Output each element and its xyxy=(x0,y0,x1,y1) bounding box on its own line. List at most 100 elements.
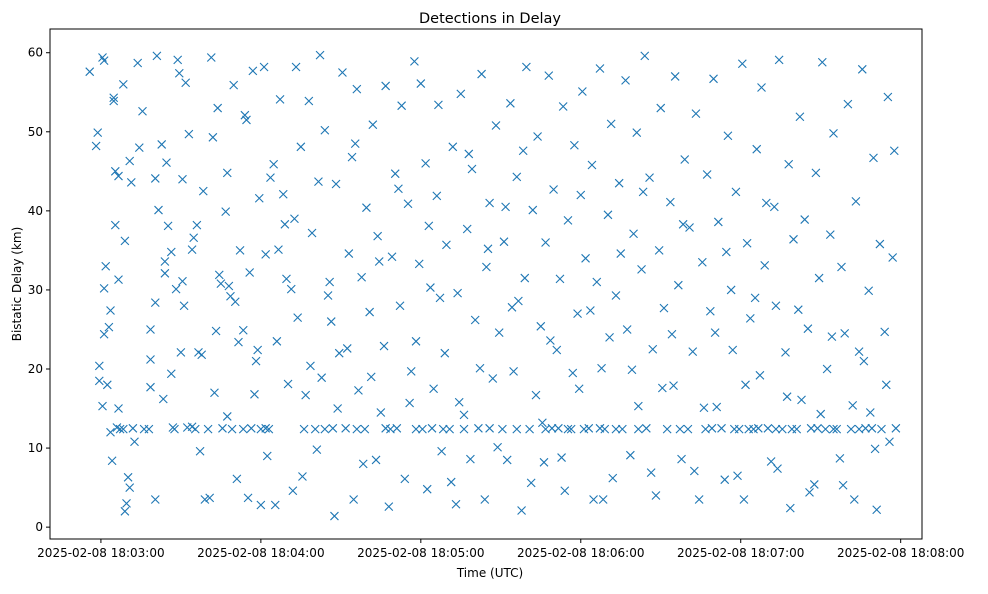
detection-point xyxy=(573,309,582,319)
detection-point xyxy=(757,83,766,92)
detection-point xyxy=(553,423,563,433)
detection-point xyxy=(501,202,510,212)
detection-point xyxy=(109,96,119,106)
detection-point xyxy=(713,217,723,227)
detection-point xyxy=(283,379,293,389)
y-tick-label: 20 xyxy=(28,362,43,376)
detection-point xyxy=(211,326,221,336)
detection-point xyxy=(456,89,466,99)
detection-point xyxy=(568,368,578,378)
detection-point xyxy=(677,454,686,464)
detection-point xyxy=(792,424,802,434)
detection-point xyxy=(702,170,712,179)
detection-point xyxy=(333,404,343,413)
detection-point xyxy=(793,305,803,315)
detection-point xyxy=(110,166,120,176)
detection-point xyxy=(301,390,311,400)
detection-point xyxy=(269,159,279,169)
detection-point xyxy=(387,252,397,262)
detection-point xyxy=(240,110,250,120)
detection-point xyxy=(480,495,490,504)
detection-point xyxy=(232,474,242,484)
detection-point xyxy=(360,424,370,434)
detection-point xyxy=(777,424,787,434)
detection-point xyxy=(589,495,598,504)
detection-point xyxy=(230,297,240,307)
detection-point xyxy=(114,404,123,413)
detection-point xyxy=(152,51,162,61)
detection-point xyxy=(773,464,782,474)
detection-point xyxy=(144,424,154,434)
detection-point xyxy=(888,253,898,262)
detection-point xyxy=(365,307,375,317)
detection-point xyxy=(485,198,494,208)
detection-point xyxy=(424,221,434,231)
detection-point xyxy=(104,322,114,332)
detection-point xyxy=(488,374,498,383)
detection-point xyxy=(146,355,155,364)
detection-point xyxy=(536,321,546,331)
detection-point xyxy=(384,502,394,511)
detection-point xyxy=(328,423,338,433)
detection-point xyxy=(238,424,248,434)
detection-point xyxy=(869,153,878,163)
detection-point xyxy=(326,317,336,326)
detection-point xyxy=(166,247,176,257)
detection-point xyxy=(742,238,752,248)
detection-point xyxy=(766,457,776,466)
x-axis-ticks: 2025-02-08 18:03:00 2025-02-08 18:04:00 20… xyxy=(37,539,964,560)
detection-point xyxy=(118,79,128,89)
detection-point xyxy=(629,229,638,239)
detection-point xyxy=(434,100,443,110)
detection-point xyxy=(688,347,698,356)
detection-point xyxy=(744,424,754,434)
detection-point xyxy=(499,237,509,247)
detection-point xyxy=(189,233,199,243)
detection-point xyxy=(558,102,568,111)
detection-point xyxy=(614,178,624,188)
detection-point xyxy=(349,495,359,504)
detection-point xyxy=(761,198,771,208)
detection-point xyxy=(112,423,122,432)
detection-point xyxy=(261,249,271,259)
detection-point xyxy=(224,281,234,291)
detection-point xyxy=(206,53,216,62)
detection-point xyxy=(293,313,303,322)
detection-point xyxy=(598,495,608,504)
detection-point xyxy=(162,158,171,168)
detection-point xyxy=(785,503,795,513)
detection-point xyxy=(699,403,709,413)
detection-point xyxy=(453,288,462,298)
detection-point xyxy=(512,424,522,434)
detection-point xyxy=(637,264,646,274)
detection-point xyxy=(707,423,717,433)
detection-point xyxy=(817,57,827,67)
detection-point xyxy=(454,397,464,407)
detection-point xyxy=(881,380,891,390)
detection-point xyxy=(633,424,643,434)
detection-point xyxy=(435,293,445,303)
detection-point xyxy=(760,261,770,270)
detection-point xyxy=(654,246,664,255)
detection-point xyxy=(114,171,123,181)
detection-point xyxy=(638,187,648,197)
detection-point xyxy=(576,190,586,200)
detection-point xyxy=(130,437,139,447)
detection-point xyxy=(880,327,890,337)
detection-point xyxy=(731,187,741,197)
detection-point xyxy=(545,336,555,345)
detection-point xyxy=(150,495,160,504)
detection-point xyxy=(827,332,837,341)
detection-point xyxy=(728,345,738,355)
detection-point xyxy=(427,423,437,433)
detection-point xyxy=(176,348,186,357)
detection-point xyxy=(721,247,731,257)
detection-point xyxy=(835,453,845,463)
detection-point xyxy=(525,424,534,434)
detection-point xyxy=(195,446,205,456)
detection-point xyxy=(769,202,779,212)
detection-point xyxy=(537,418,547,428)
detection-point xyxy=(569,140,579,150)
detection-point xyxy=(837,262,846,272)
detection-point xyxy=(585,306,595,315)
